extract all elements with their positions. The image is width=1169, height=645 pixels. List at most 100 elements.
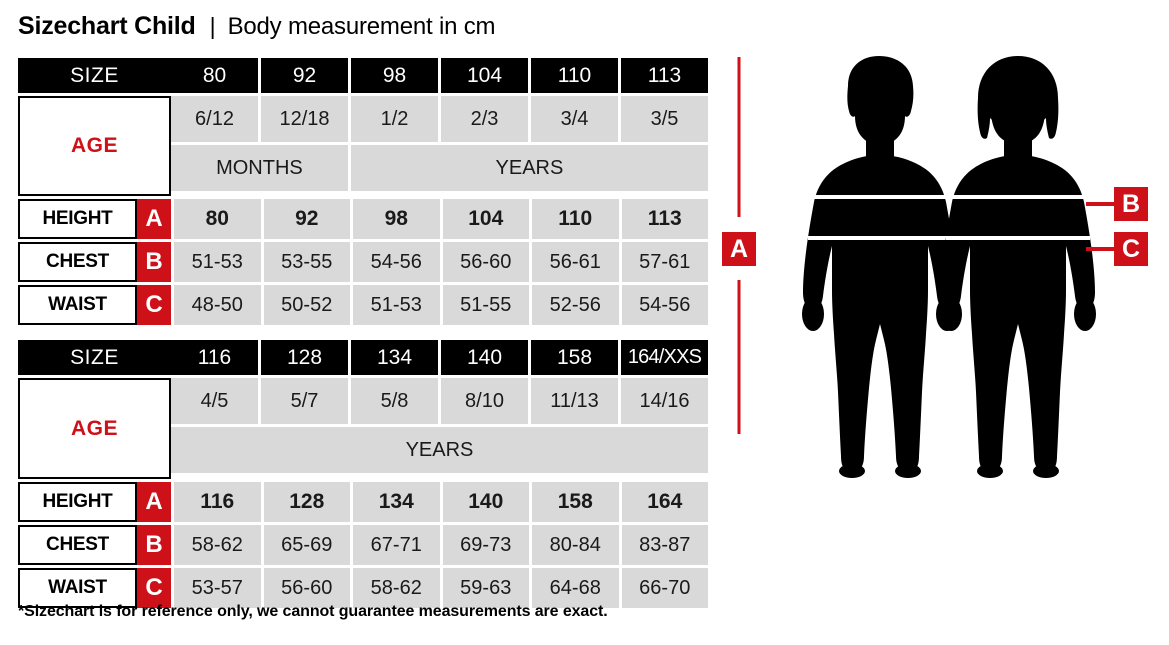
table-row: HEIGHT A 116 128 134 140 158 164 [18,482,708,522]
age-values: 4/5 5/7 5/8 8/10 11/13 14/16 YEARS [171,378,708,479]
footnote-disclaimer: *Sizechart is for reference only, we can… [18,603,608,620]
girl-silhouette [940,56,1096,478]
sizechart-table-large: SIZE 116 128 134 140 158 164/XXS AGE 4/5… [18,340,708,608]
waist-cell: 64-68 [532,568,619,608]
age-cell: 11/13 [531,378,618,424]
badge-c-icon: C [137,568,171,608]
size-header-values: 116 128 134 140 158 164/XXS [171,340,708,375]
chest-cell: 54-56 [353,242,440,282]
age-cell: 8/10 [441,378,528,424]
girl-waist-band [946,236,1090,240]
page-title: Sizechart Child | Body measurement in cm [18,12,495,41]
waist-label-text: WAIST [18,568,137,608]
chest-row-label: CHEST B [18,242,171,282]
figures-svg [737,56,1114,478]
table-row: 4/5 5/7 5/8 8/10 11/13 14/16 [171,378,708,424]
table-row: YEARS [171,427,708,473]
table-row: 116 128 134 140 158 164 [174,482,708,522]
table-row: 58-62 65-69 67-71 69-73 80-84 83-87 [174,525,708,565]
waist-cell: 58-62 [353,568,440,608]
size-cell: 116 [171,340,258,375]
age-cell: 5/8 [351,378,438,424]
marker-b-badge: B [1114,187,1148,221]
badge-a-icon: A [137,482,171,522]
table-row: MONTHS YEARS [171,145,708,191]
boy-waist-band [808,236,952,240]
size-cell: 80 [171,58,258,93]
waist-label-text: WAIST [18,285,137,325]
height-cell: 110 [532,199,619,239]
age-cell: 4/5 [171,378,258,424]
badge-c-icon: C [137,285,171,325]
chest-row-label: CHEST B [18,525,171,565]
table-row: 6/12 12/18 1/2 2/3 3/4 3/5 [171,96,708,142]
size-cell: 110 [531,58,618,93]
waist-cell: 66-70 [621,568,708,608]
table-row: CHEST B 58-62 65-69 67-71 69-73 80-84 83… [18,525,708,565]
sizechart-table-small: SIZE 80 92 98 104 110 113 AGE 6/12 12/18… [18,58,708,325]
age-unit-cell: YEARS [171,427,708,473]
size-cell: 104 [441,58,528,93]
table-row: 80 92 98 104 110 113 [174,199,708,239]
age-cell: 1/2 [351,96,438,142]
title-separator: | [209,13,216,39]
table-row: 51-53 53-55 54-56 56-60 56-61 57-61 [174,242,708,282]
age-cell: 6/12 [171,96,258,142]
waist-row-label: WAIST C [18,568,171,608]
height-label-text: HEIGHT [18,482,137,522]
height-cell: 98 [353,199,440,239]
chest-values: 51-53 53-55 54-56 56-60 56-61 57-61 [174,242,708,282]
waist-cell: 54-56 [621,285,708,325]
waist-cell: 48-50 [174,285,261,325]
chest-cell: 53-55 [263,242,350,282]
size-cell: 140 [441,340,528,375]
size-cell: 164/XXS [621,340,708,375]
height-cell: 164 [621,482,708,522]
table-row: WAIST C 53-57 56-60 58-62 59-63 64-68 66… [18,568,708,608]
height-cell: 80 [174,199,261,239]
waist-cell: 51-53 [353,285,440,325]
table-row: AGE 6/12 12/18 1/2 2/3 3/4 3/5 MONTHS YE… [18,96,708,196]
height-row-label: HEIGHT A [18,199,171,239]
height-cell: 104 [442,199,529,239]
waist-values: 48-50 50-52 51-53 51-55 52-56 54-56 [174,285,708,325]
boy-chest-band [808,195,952,199]
table-row: WAIST C 48-50 50-52 51-53 51-55 52-56 54… [18,285,708,325]
waist-cell: 50-52 [263,285,350,325]
age-cell: 12/18 [261,96,348,142]
body-measurement-diagram: A B C [716,52,1166,492]
chest-cell: 69-73 [442,525,529,565]
table-row: HEIGHT A 80 92 98 104 110 113 [18,199,708,239]
height-cell: 140 [442,482,529,522]
marker-a-badge: A [722,232,756,266]
waist-cell: 53-57 [174,568,261,608]
age-unit-cell: YEARS [350,145,708,191]
badge-b-icon: B [137,242,171,282]
height-label-text: HEIGHT [18,199,137,239]
height-values: 116 128 134 140 158 164 [174,482,708,522]
height-row-label: HEIGHT A [18,482,171,522]
size-cell: 158 [531,340,618,375]
size-header-label: SIZE [18,340,171,375]
table-row: AGE 4/5 5/7 5/8 8/10 11/13 14/16 YEARS [18,378,708,479]
age-label: AGE [18,96,171,196]
age-values: 6/12 12/18 1/2 2/3 3/4 3/5 MONTHS YEARS [171,96,708,196]
chest-label-text: CHEST [18,525,137,565]
age-cell: 14/16 [621,378,708,424]
waist-row-label: WAIST C [18,285,171,325]
size-cell: 92 [261,58,348,93]
page-title-main: Sizechart Child [18,12,196,40]
chest-cell: 67-71 [353,525,440,565]
chest-cell: 51-53 [174,242,261,282]
table-row: 80 92 98 104 110 113 [171,58,708,93]
height-cell: 113 [621,199,708,239]
chest-cell: 65-69 [263,525,350,565]
height-values: 80 92 98 104 110 113 [174,199,708,239]
height-cell: 134 [353,482,440,522]
size-cell: 134 [351,340,438,375]
age-cell: 2/3 [441,96,528,142]
table-row: 48-50 50-52 51-53 51-55 52-56 54-56 [174,285,708,325]
height-cell: 158 [532,482,619,522]
waist-values: 53-57 56-60 58-62 59-63 64-68 66-70 [174,568,708,608]
chest-label-text: CHEST [18,242,137,282]
